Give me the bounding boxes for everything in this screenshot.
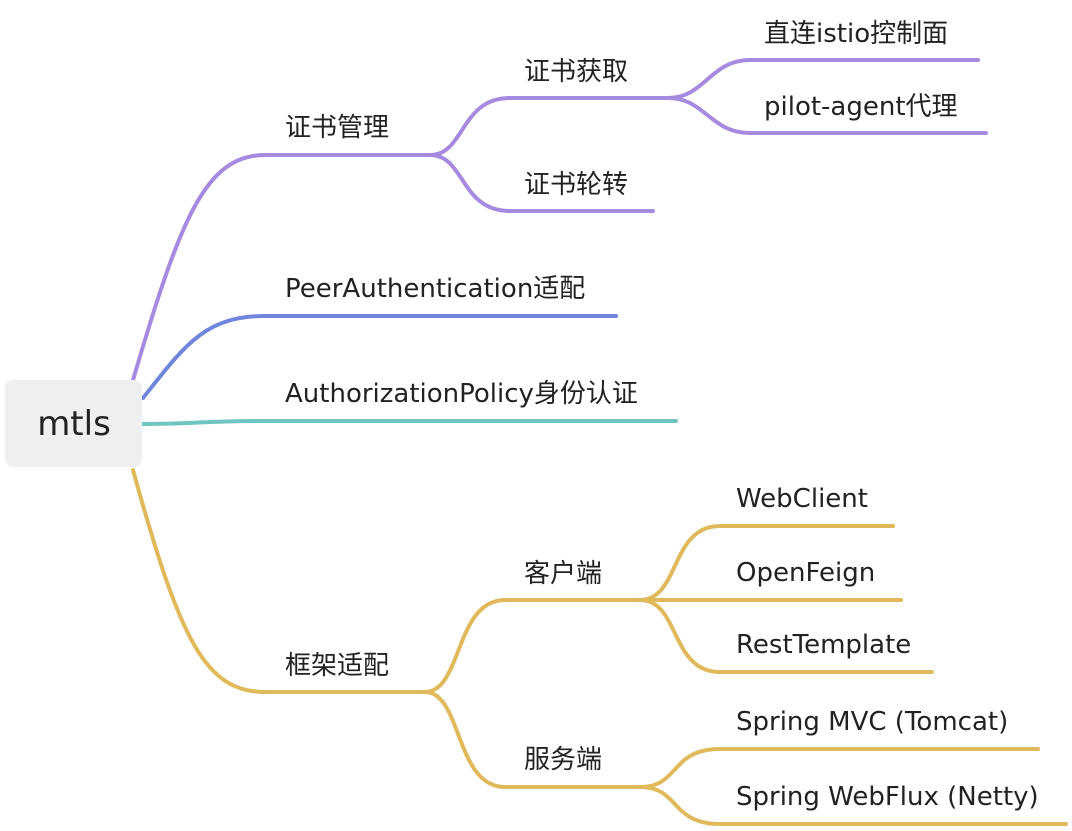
edge-root-cert-mgmt	[131, 153, 432, 382]
edge-cert-mgmt-cert-fetch	[428, 96, 670, 157]
edge-cert-fetch-pilot-agent	[666, 96, 988, 135]
node-cert-mgmt[interactable]: 证书管理	[285, 113, 389, 143]
edge-framework-client	[423, 598, 642, 694]
node-server[interactable]: 服务端	[524, 745, 602, 775]
edge-cert-fetch-direct-istio	[666, 58, 980, 100]
root-node-label: mtls	[37, 404, 111, 444]
edge-root-framework	[131, 468, 427, 694]
node-client[interactable]: 客户端	[524, 559, 602, 589]
node-cert-fetch[interactable]: 证书获取	[524, 57, 628, 87]
edge-root-peer-auth	[141, 314, 618, 400]
node-pilot-agent[interactable]: pilot-agent代理	[764, 92, 958, 122]
node-openfeign[interactable]: OpenFeign	[736, 558, 875, 588]
node-framework[interactable]: 框架适配	[285, 651, 389, 681]
node-direct-istio[interactable]: 直连istio控制面	[764, 19, 948, 49]
node-spring-webflux[interactable]: Spring WebFlux (Netty)	[736, 782, 1039, 812]
edge-framework-server	[423, 690, 642, 789]
node-spring-mvc[interactable]: Spring MVC (Tomcat)	[736, 707, 1008, 737]
root-node-box	[5, 380, 142, 467]
node-resttemplate[interactable]: RestTemplate	[736, 630, 911, 660]
root-node[interactable]: mtls	[5, 380, 142, 467]
edge-server-spring-webflux	[638, 785, 1068, 826]
node-cert-rotate[interactable]: 证书轮转	[524, 170, 628, 200]
edge-cert-mgmt-cert-rotate	[428, 153, 655, 213]
edge-client-resttemplate	[638, 598, 934, 674]
edge-server-spring-mvc	[638, 747, 1040, 789]
edge-client-webclient	[638, 524, 895, 602]
edge-root-authz-policy	[141, 419, 678, 426]
node-peer-auth[interactable]: PeerAuthentication适配	[285, 274, 585, 304]
node-authz-policy[interactable]: AuthorizationPolicy身份认证	[285, 379, 638, 409]
node-webclient[interactable]: WebClient	[736, 484, 868, 514]
